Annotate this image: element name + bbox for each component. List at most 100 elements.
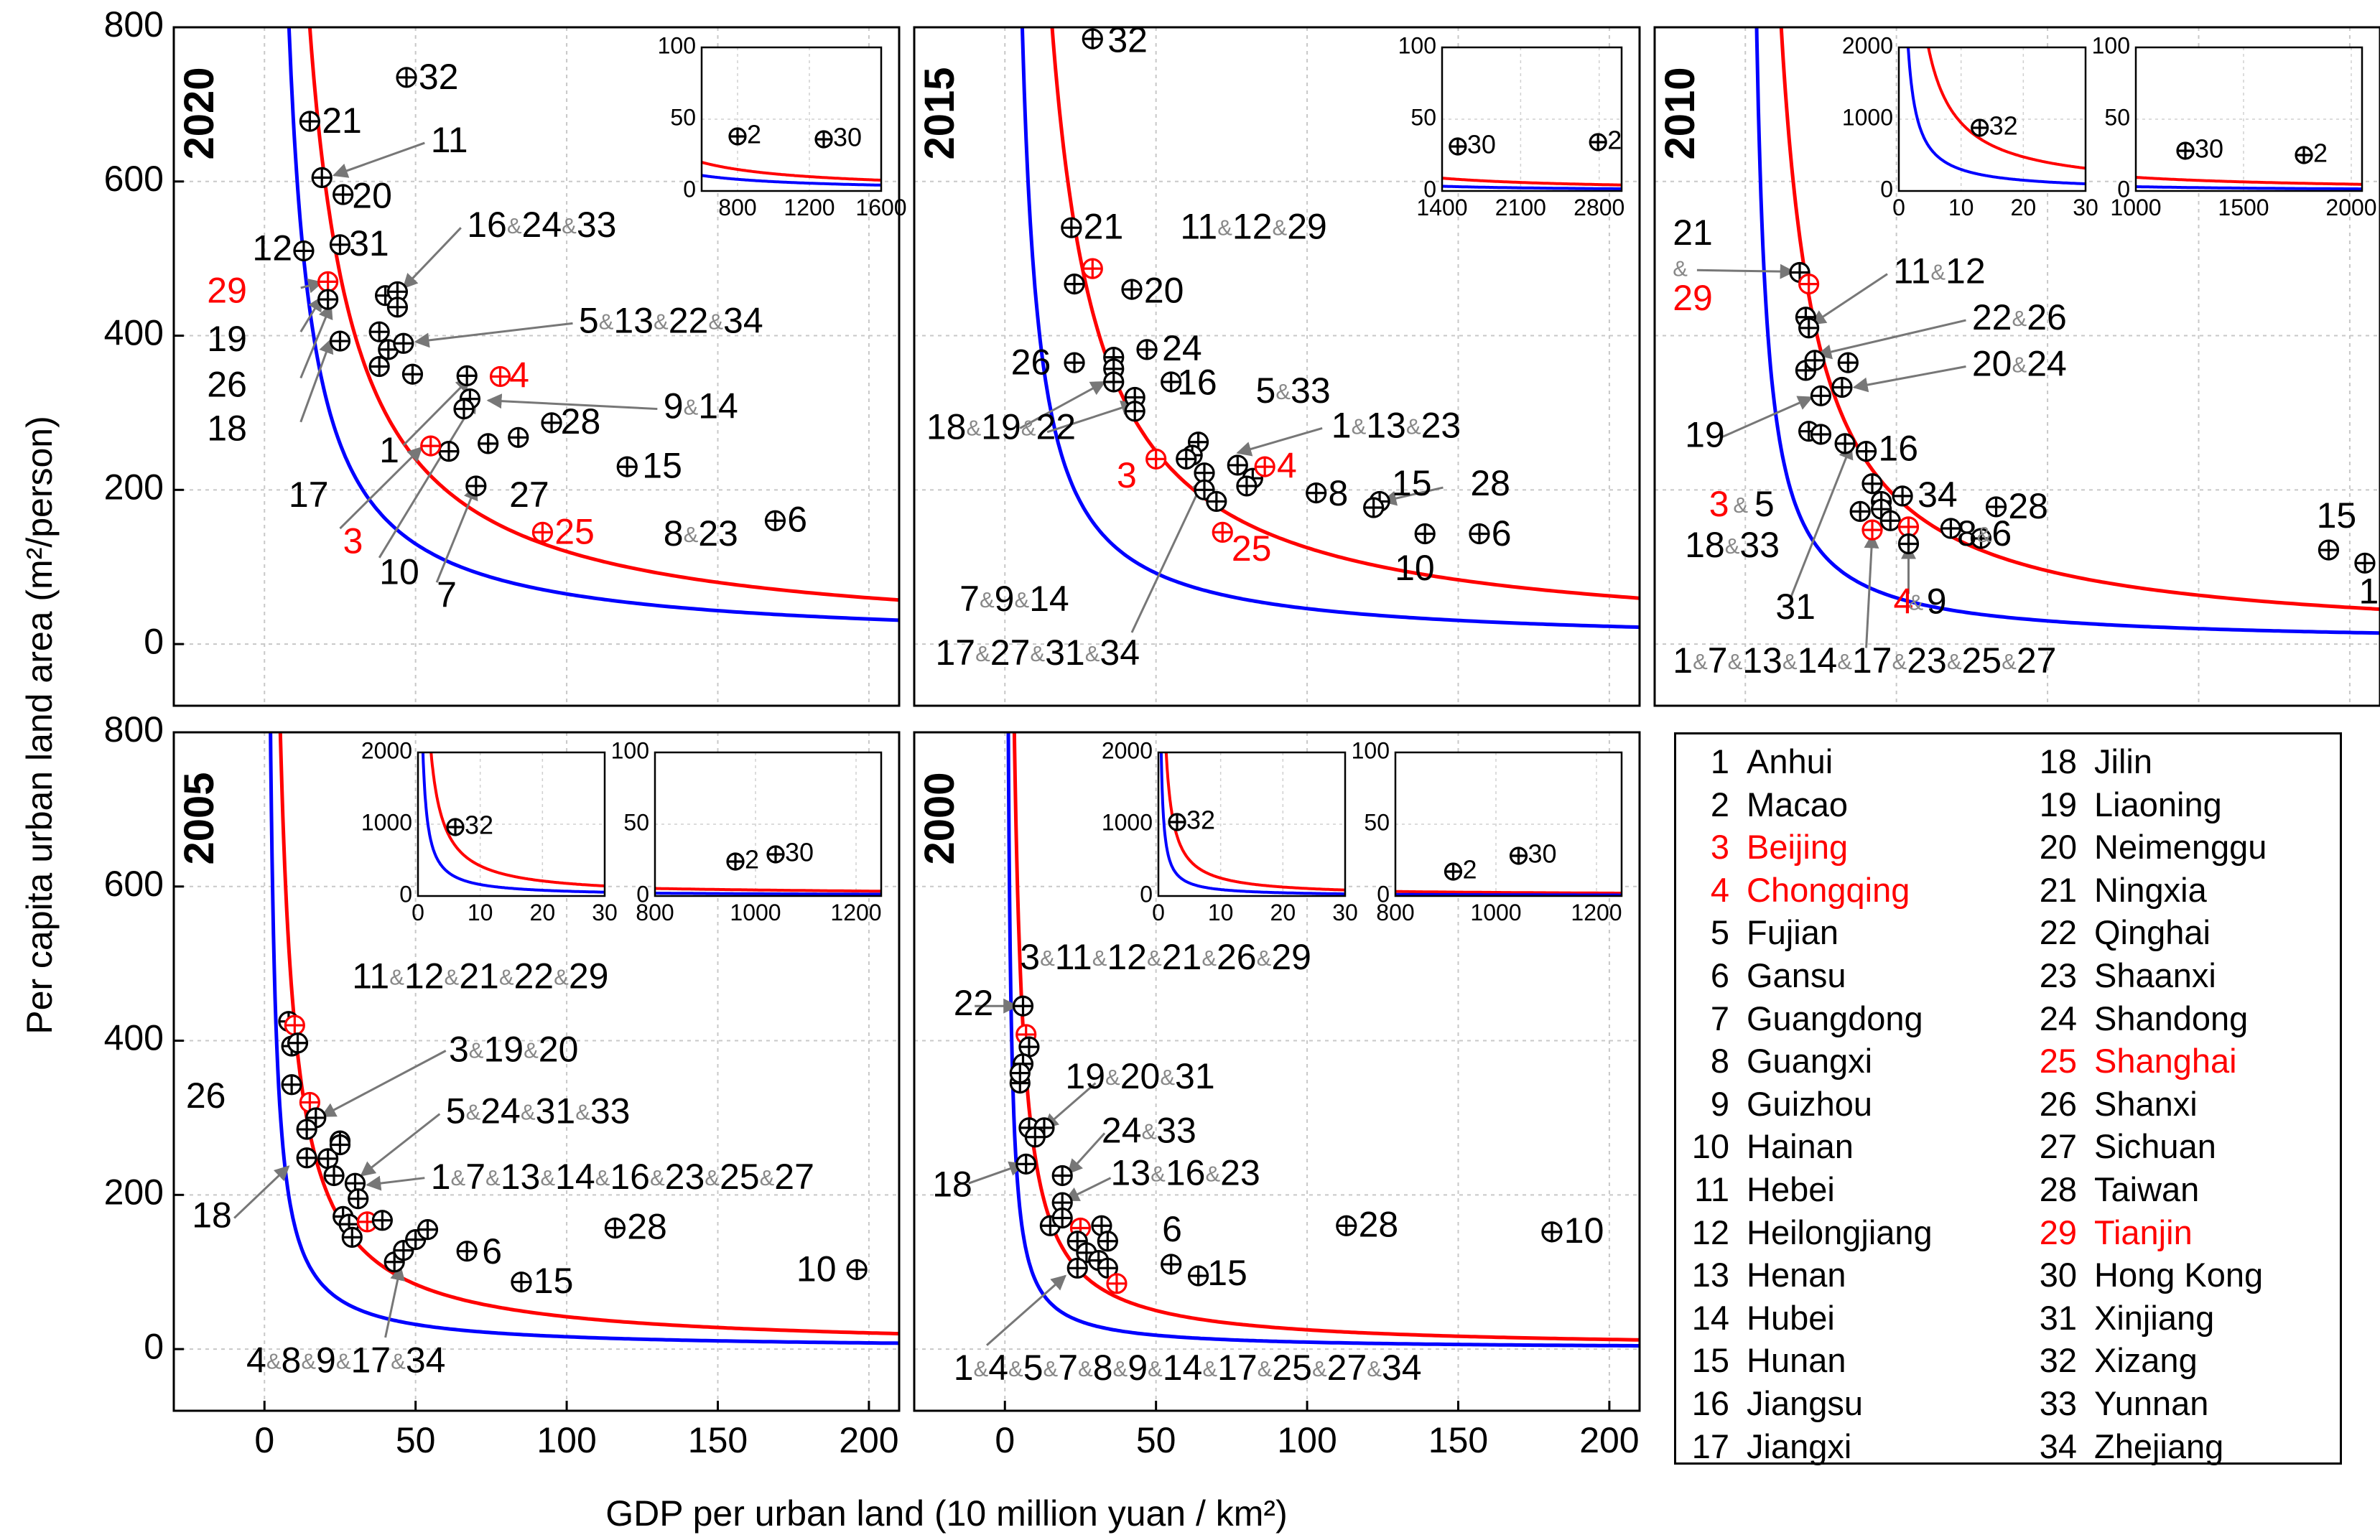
inset-y-tick-label: 100 bbox=[1352, 737, 1390, 763]
point-label: 4 bbox=[509, 355, 529, 396]
legend-item: 8 Guangxi bbox=[1683, 1040, 1933, 1083]
inset-point-label: 30 bbox=[1528, 839, 1557, 869]
legend-item: 32 Xizang bbox=[2031, 1339, 2267, 1382]
inset-frame bbox=[654, 751, 883, 897]
legend-number: 8 bbox=[1710, 1042, 1729, 1081]
data-point bbox=[420, 435, 442, 457]
legend-number: 17 bbox=[1691, 1427, 1729, 1465]
inset-y-tick-label: 2000 bbox=[361, 737, 412, 763]
annotation-arrow bbox=[1720, 396, 1813, 439]
point-label: 3 bbox=[1709, 484, 1729, 524]
inset-x-tick-label: 800 bbox=[636, 900, 674, 925]
data-point bbox=[478, 433, 499, 454]
legend-name: Shandong bbox=[2094, 999, 2249, 1037]
legend-item: 3 Beijing bbox=[1683, 826, 1933, 869]
data-point bbox=[1849, 500, 1871, 522]
point-label: 34 bbox=[1918, 475, 1958, 515]
legend-number: 20 bbox=[2039, 828, 2077, 867]
annotation-arrow bbox=[414, 322, 573, 348]
point-label: 6 bbox=[787, 500, 807, 540]
inset-x-tick-label: 20 bbox=[2011, 195, 2037, 220]
data-point bbox=[356, 1211, 378, 1233]
point-label: 9&14 bbox=[664, 386, 738, 426]
data-point bbox=[1018, 1036, 1040, 1058]
x-tick-label: 200 bbox=[1579, 1420, 1639, 1460]
data-point bbox=[508, 426, 529, 448]
point-label: 15 bbox=[642, 445, 682, 485]
point-label: 28 bbox=[1470, 463, 1510, 503]
x-tick-label: 150 bbox=[1428, 1420, 1488, 1460]
inset-blue-curve bbox=[655, 892, 881, 896]
inset-red-curve bbox=[1442, 177, 1622, 187]
legend-item: 17 Jiangxi bbox=[1683, 1425, 1933, 1468]
annotation-arrow bbox=[366, 1175, 425, 1191]
legend-item: 11 Hebei bbox=[1683, 1168, 1933, 1211]
annotation-arrow bbox=[402, 377, 471, 447]
point-label: 15 bbox=[534, 1261, 574, 1301]
legend-number: 3 bbox=[1710, 828, 1729, 867]
legend-item: 14 Hubei bbox=[1683, 1297, 1933, 1340]
annotation-arrow bbox=[1130, 477, 1206, 633]
point-label: 11&12 bbox=[1893, 251, 1985, 291]
inset-y-tick-label: 1000 bbox=[361, 809, 412, 835]
y-tick-label: 0 bbox=[144, 621, 164, 661]
point-label: 10 bbox=[796, 1249, 837, 1289]
inset-plot: 0 50 100 1000 1500 2000 30 2 bbox=[2092, 32, 2377, 220]
point-label: 5&13&22&34 bbox=[579, 301, 763, 341]
inset-plot: 0 1000 2000 0 10 20 30 32 bbox=[361, 737, 618, 925]
legend-number: 31 bbox=[2039, 1298, 2077, 1337]
legend-number: 7 bbox=[1710, 999, 1729, 1037]
point-label: 24 bbox=[1162, 328, 1202, 368]
point-label: 17&27&31&34 bbox=[935, 633, 1140, 673]
data-point bbox=[1136, 339, 1158, 360]
annotation-arrow bbox=[986, 1274, 1066, 1346]
inset-x-tick-label: 0 bbox=[1892, 195, 1905, 220]
point-label: 1&7&13&14&17&23&25&27 bbox=[1673, 640, 2056, 681]
point-label: 18 bbox=[192, 1195, 232, 1236]
inset-frame bbox=[417, 751, 606, 897]
point-label: 5&33 bbox=[1256, 370, 1331, 411]
inset-y-tick-label: 1000 bbox=[1842, 104, 1893, 130]
annotation-arrow bbox=[360, 1113, 441, 1177]
annotation-arrow bbox=[1816, 319, 1966, 360]
data-point bbox=[1363, 497, 1385, 518]
data-point bbox=[333, 184, 354, 205]
plot-frame bbox=[913, 26, 1641, 707]
inset-data-point bbox=[1449, 137, 1467, 156]
inset-point-label: 32 bbox=[1186, 806, 1215, 835]
legend-item: 20 Neimenggu bbox=[2031, 826, 2267, 869]
x-tick-label: 0 bbox=[254, 1420, 274, 1460]
legend-item: 26 Shanxi bbox=[2031, 1083, 2267, 1126]
inset-x-tick-label: 1200 bbox=[1571, 900, 1622, 925]
inset-data-point bbox=[1444, 862, 1463, 881]
point-label: 24&33 bbox=[1102, 1111, 1196, 1151]
inset-frame bbox=[1897, 46, 2087, 192]
data-point bbox=[456, 365, 478, 386]
legend-item: 30 Hong Kong bbox=[2031, 1254, 2267, 1297]
inset-x-tick-label: 10 bbox=[1948, 195, 1974, 220]
red-curve bbox=[1779, 27, 2380, 611]
inset-data-point bbox=[1168, 813, 1186, 831]
legend-item: 9 Guizhou bbox=[1683, 1083, 1933, 1126]
inset-x-tick-label: 1200 bbox=[830, 900, 881, 925]
y-tick-label: 200 bbox=[104, 467, 164, 508]
legend-item: 22 Qinghai bbox=[2031, 911, 2267, 954]
data-point bbox=[531, 521, 554, 543]
inset-data-point bbox=[766, 845, 785, 864]
data-point bbox=[1082, 28, 1103, 50]
data-point bbox=[1897, 533, 1920, 555]
inset-x-tick-label: 2000 bbox=[2325, 195, 2376, 220]
data-point bbox=[348, 1188, 369, 1210]
point-label: 1&13&23 bbox=[1331, 406, 1461, 446]
legend-name: Neimenggu bbox=[2094, 828, 2267, 867]
point-label: 15 bbox=[1392, 463, 1432, 503]
point-label: 11&12&21&22&29 bbox=[352, 956, 608, 997]
legend-column-2: 18 Jilin 19 Liaoning 20 Neimenggu 21 Ningxia 22 Q… bbox=[2031, 740, 2267, 1467]
data-point bbox=[1810, 385, 1832, 406]
legend-item: 21 Ningxia bbox=[2031, 869, 2267, 912]
legend-number: 22 bbox=[2039, 913, 2077, 952]
point-label: 16 bbox=[1878, 429, 1918, 469]
point-label: 10 bbox=[1564, 1210, 1604, 1251]
